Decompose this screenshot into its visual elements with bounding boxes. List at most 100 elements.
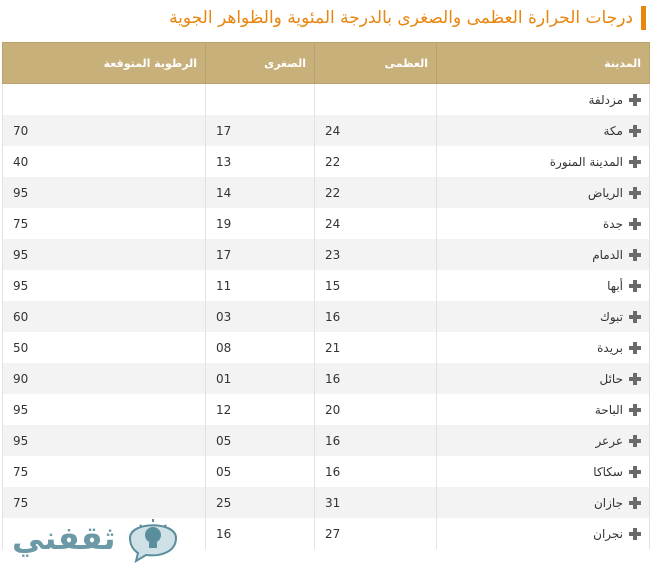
table-row: أبها 15 11 95 — [2, 270, 650, 301]
humidity-cell — [2, 83, 206, 115]
max-temp-cell: 16 — [314, 301, 437, 332]
city-name: الباحة — [594, 402, 623, 417]
humidity-cell: 40 — [2, 146, 206, 177]
min-temp-cell: 12 — [205, 394, 315, 425]
expand-plus-icon[interactable] — [629, 124, 641, 137]
max-temp-cell: 21 — [314, 332, 437, 363]
max-temp-cell: 22 — [314, 146, 437, 177]
header-min[interactable]: الصغرى — [205, 42, 315, 84]
city-cell[interactable]: حائل — [436, 363, 650, 394]
header-max[interactable]: العظمى — [314, 42, 437, 84]
max-temp-cell: 15 — [314, 270, 437, 301]
expand-plus-icon[interactable] — [629, 93, 641, 106]
table-row: الباحة 20 12 95 — [2, 394, 650, 425]
max-temp-cell: 27 — [314, 518, 437, 549]
city-cell[interactable]: مزدلفة — [436, 83, 650, 115]
table-row: حائل 16 01 90 — [2, 363, 650, 394]
header-humidity[interactable]: الرطوبة المتوقعة — [2, 42, 206, 84]
city-cell[interactable]: عرعر — [436, 425, 650, 456]
city-cell[interactable]: نجران — [436, 518, 650, 549]
table-row: الدمام 23 17 95 — [2, 239, 650, 270]
max-temp-cell: 16 — [314, 363, 437, 394]
expand-plus-icon[interactable] — [629, 372, 641, 385]
max-temp-cell: 24 — [314, 208, 437, 239]
min-temp-cell: 08 — [205, 332, 315, 363]
page-title: درجات الحرارة العظمى والصغرى بالدرجة الم… — [169, 8, 633, 28]
expand-plus-icon[interactable] — [629, 186, 641, 199]
humidity-cell: 75 — [2, 487, 206, 518]
min-temp-cell: 19 — [205, 208, 315, 239]
max-temp-cell: 24 — [314, 115, 437, 146]
city-cell[interactable]: مكة — [436, 115, 650, 146]
city-name: الدمام — [592, 247, 623, 262]
city-name: جدة — [602, 216, 623, 231]
expand-plus-icon[interactable] — [629, 155, 641, 168]
table-row: بريدة 21 08 50 — [2, 332, 650, 363]
city-cell[interactable]: سكاكا — [436, 456, 650, 487]
table-row: مزدلفة — [2, 83, 650, 115]
expand-plus-icon[interactable] — [629, 341, 641, 354]
city-name: نجران — [593, 526, 623, 541]
city-cell[interactable]: أبها — [436, 270, 650, 301]
max-temp-cell: 31 — [314, 487, 437, 518]
city-cell[interactable]: جدة — [436, 208, 650, 239]
humidity-cell: 95 — [2, 425, 206, 456]
expand-plus-icon[interactable] — [629, 403, 641, 416]
city-cell[interactable]: الباحة — [436, 394, 650, 425]
city-name: مكة — [603, 123, 624, 138]
expand-plus-icon[interactable] — [629, 310, 641, 323]
table-header-row: المدينة العظمى الصغرى الرطوبة المتوقعة — [2, 42, 650, 84]
humidity-cell: 60 — [2, 301, 206, 332]
min-temp-cell: 14 — [205, 177, 315, 208]
humidity-cell — [2, 518, 206, 549]
max-temp-cell: 16 — [314, 456, 437, 487]
page-title-bar: درجات الحرارة العظمى والصغرى بالدرجة الم… — [169, 6, 646, 30]
max-temp-cell: 23 — [314, 239, 437, 270]
city-cell[interactable]: الدمام — [436, 239, 650, 270]
min-temp-cell: 11 — [205, 270, 315, 301]
table-row: مكة 24 17 70 — [2, 115, 650, 146]
city-cell[interactable]: بريدة — [436, 332, 650, 363]
table-row: عرعر 16 05 95 — [2, 425, 650, 456]
city-name: حائل — [599, 371, 623, 386]
table-row: جازان 31 25 75 — [2, 487, 650, 518]
min-temp-cell: 13 — [205, 146, 315, 177]
expand-plus-icon[interactable] — [629, 279, 641, 292]
expand-plus-icon[interactable] — [629, 434, 641, 447]
city-name: المدينة المنورة — [549, 154, 623, 169]
city-name: مزدلفة — [588, 92, 623, 107]
city-name: عرعر — [595, 433, 623, 448]
humidity-cell: 95 — [2, 270, 206, 301]
city-cell[interactable]: جازان — [436, 487, 650, 518]
city-name: الرياض — [587, 185, 623, 200]
min-temp-cell: 17 — [205, 115, 315, 146]
header-city[interactable]: المدينة — [436, 42, 650, 84]
max-temp-cell — [314, 83, 437, 115]
humidity-cell: 70 — [2, 115, 206, 146]
city-name: بريدة — [597, 340, 623, 355]
min-temp-cell: 05 — [205, 425, 315, 456]
table-row: نجران 27 16 — [2, 518, 650, 549]
expand-plus-icon[interactable] — [629, 248, 641, 261]
humidity-cell: 75 — [2, 208, 206, 239]
humidity-cell: 75 — [2, 456, 206, 487]
min-temp-cell: 05 — [205, 456, 315, 487]
city-name: جازان — [593, 495, 623, 510]
table-row: جدة 24 19 75 — [2, 208, 650, 239]
weather-table: المدينة العظمى الصغرى الرطوبة المتوقعة م… — [2, 42, 650, 549]
humidity-cell: 95 — [2, 394, 206, 425]
expand-plus-icon[interactable] — [629, 496, 641, 509]
humidity-cell: 95 — [2, 239, 206, 270]
table-row: الرياض 22 14 95 — [2, 177, 650, 208]
city-name: سكاكا — [593, 464, 623, 479]
city-cell[interactable]: تبوك — [436, 301, 650, 332]
expand-plus-icon[interactable] — [629, 465, 641, 478]
expand-plus-icon[interactable] — [629, 527, 641, 540]
expand-plus-icon[interactable] — [629, 217, 641, 230]
city-cell[interactable]: الرياض — [436, 177, 650, 208]
max-temp-cell: 20 — [314, 394, 437, 425]
city-cell[interactable]: المدينة المنورة — [436, 146, 650, 177]
min-temp-cell: 16 — [205, 518, 315, 549]
max-temp-cell: 16 — [314, 425, 437, 456]
min-temp-cell — [205, 83, 315, 115]
